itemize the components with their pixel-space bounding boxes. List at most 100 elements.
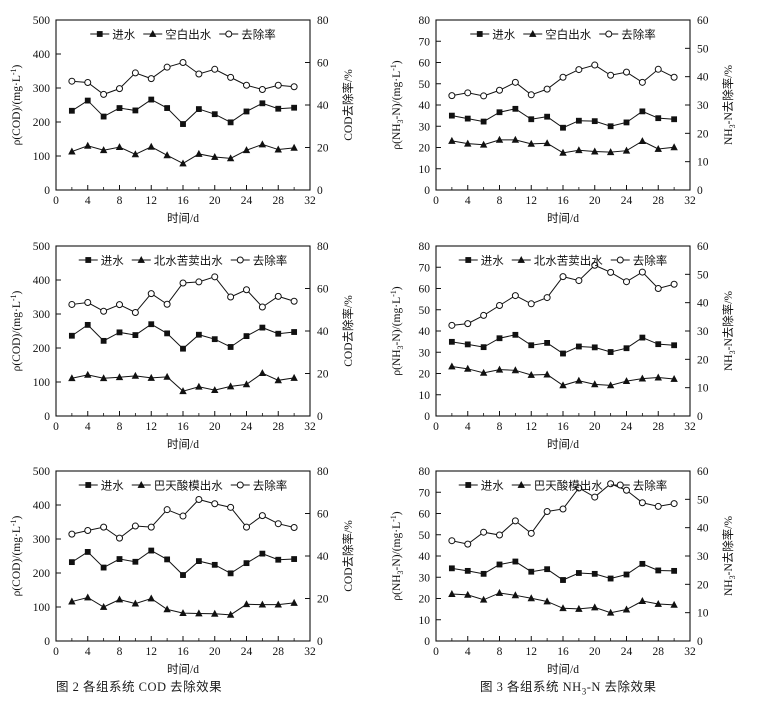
open-circle-marker-icon bbox=[638, 268, 646, 276]
legend-item-巴天酸模出水[interactable]: 巴天酸模出水 bbox=[511, 479, 603, 493]
triangle-marker-icon bbox=[274, 145, 282, 153]
open-circle-marker-icon bbox=[274, 520, 282, 528]
legend-item-去除率[interactable]: 去除率 bbox=[219, 28, 276, 42]
legend-item-进水[interactable]: 进水 bbox=[78, 480, 124, 493]
square-marker-icon bbox=[512, 331, 519, 338]
open-circle-marker-icon bbox=[448, 92, 456, 100]
open-circle-marker-icon bbox=[616, 481, 624, 489]
x-tick-label: 12 bbox=[146, 646, 158, 658]
y2-tick-label: 30 bbox=[697, 326, 709, 338]
y-axis-title: ρ(NH3-N)/(mg·L-1) bbox=[389, 286, 405, 375]
legend-item-去除率[interactable]: 去除率 bbox=[230, 479, 288, 493]
y-axis-title: ρ(NH3-N)/(mg·L-1) bbox=[389, 60, 405, 149]
square-marker-icon bbox=[496, 109, 503, 116]
legend-item-进水[interactable]: 进水 bbox=[470, 29, 516, 42]
square-marker-icon bbox=[180, 345, 186, 352]
open-circle-marker-icon bbox=[131, 309, 139, 317]
triangle-marker-icon bbox=[448, 136, 456, 144]
legend-item-空白出水[interactable]: 空白出水 bbox=[143, 28, 212, 42]
triangle-marker-icon bbox=[638, 374, 647, 382]
y2-tick-label: 50 bbox=[697, 269, 709, 281]
y-tick-label: 500 bbox=[33, 466, 51, 478]
y-tick-label: 40 bbox=[419, 326, 431, 338]
x-tick-label: 20 bbox=[589, 421, 601, 433]
y2-tick-label: 0 bbox=[697, 636, 703, 648]
legend-item-进水[interactable]: 进水 bbox=[458, 480, 504, 493]
svg-text:COD去除率/%: COD去除率/% bbox=[341, 295, 355, 367]
open-circle-marker-icon bbox=[543, 508, 551, 516]
square-marker-icon bbox=[655, 115, 662, 122]
x-tick-label: 12 bbox=[146, 421, 158, 433]
open-circle-marker-icon bbox=[496, 86, 503, 94]
caption-figure-3: 图 3 各组系统 NH3-N 去除效果 bbox=[480, 676, 657, 697]
square-marker-icon bbox=[623, 571, 630, 578]
y2-tick-label: 30 bbox=[697, 100, 709, 112]
triangle-marker-icon bbox=[654, 373, 662, 381]
figure-captions: 图 2 各组系统 COD 去除效果 图 3 各组系统 NH3-N 去除效果 bbox=[0, 676, 760, 706]
chart-svg-nh3-batian: 0 4 8 12 16 20 24 28 320102030405060708001020304… bbox=[389, 466, 737, 675]
square-marker-icon bbox=[465, 482, 472, 488]
legend-item-进水[interactable]: 进水 bbox=[90, 29, 136, 42]
open-circle-marker-icon bbox=[607, 268, 615, 276]
triangle-marker-icon bbox=[211, 386, 219, 394]
y-tick-label: 10 bbox=[419, 164, 431, 176]
chart-cod-beishui: 0 4 8 12 16 20 24 28 32 0 100 200 300 400 500 0 20 40 60 80… bbox=[0, 228, 380, 450]
legend-item-北水苦荬出水[interactable]: 北水苦荬出水 bbox=[131, 254, 223, 268]
triangle-marker-icon bbox=[543, 139, 551, 147]
plot-frame bbox=[435, 19, 691, 191]
legend-item-进水[interactable]: 进水 bbox=[458, 255, 504, 268]
y-tick-label: 0 bbox=[424, 636, 430, 648]
square-marker-icon bbox=[623, 345, 630, 352]
triangle-marker-icon bbox=[84, 141, 92, 149]
legend-item-去除率[interactable]: 去除率 bbox=[230, 254, 288, 268]
square-marker-icon bbox=[259, 550, 266, 557]
square-marker-icon bbox=[560, 350, 566, 357]
legend-item-去除率[interactable]: 去除率 bbox=[610, 254, 668, 268]
triangle-marker-icon bbox=[99, 602, 108, 610]
open-circle-marker-icon bbox=[654, 285, 662, 292]
square-marker-icon bbox=[132, 107, 139, 114]
x-tick-label: 16 bbox=[557, 195, 569, 207]
square-marker-icon bbox=[243, 108, 250, 115]
square-marker-icon bbox=[671, 567, 678, 574]
square-marker-icon bbox=[243, 560, 250, 567]
legend-label: 进水 bbox=[492, 29, 515, 42]
square-marker-icon bbox=[448, 565, 455, 572]
x-tick-label: 32 bbox=[684, 646, 696, 658]
square-marker-icon bbox=[132, 558, 139, 565]
legend-item-去除率[interactable]: 去除率 bbox=[599, 28, 656, 42]
legend-item-去除率[interactable]: 去除率 bbox=[610, 479, 668, 493]
legend-item-北水苦荬出水[interactable]: 北水苦荬出水 bbox=[511, 254, 603, 268]
square-marker-icon bbox=[227, 344, 234, 350]
open-circle-marker-icon bbox=[225, 30, 233, 38]
square-marker-icon bbox=[132, 332, 139, 338]
legend-item-空白出水[interactable]: 空白出水 bbox=[523, 28, 592, 42]
x-tick-label: 4 bbox=[465, 646, 471, 658]
triangle-marker-icon bbox=[479, 368, 488, 376]
y-tick-label: 60 bbox=[419, 284, 431, 296]
y2-tick-label: 40 bbox=[697, 72, 709, 84]
x-tick-label: 8 bbox=[117, 421, 123, 433]
square-marker-icon bbox=[560, 124, 566, 131]
open-circle-marker-icon bbox=[496, 302, 503, 309]
svg-text:COD去除率/%: COD去除率/% bbox=[341, 69, 355, 141]
y-tick-label: 20 bbox=[419, 143, 431, 155]
y-tick-label: 20 bbox=[419, 594, 431, 606]
legend-item-巴天酸模出水[interactable]: 巴天酸模出水 bbox=[131, 479, 223, 493]
legend-item-进水[interactable]: 进水 bbox=[78, 255, 124, 268]
square-marker-icon bbox=[68, 332, 75, 339]
open-circle-marker-icon bbox=[243, 523, 250, 531]
square-marker-icon bbox=[275, 330, 282, 337]
x-tick-label: 28 bbox=[653, 421, 665, 433]
x-tick-label: 8 bbox=[497, 421, 503, 433]
legend-label: 去除率 bbox=[633, 254, 668, 268]
triangle-marker-icon bbox=[242, 146, 251, 154]
triangle-marker-icon bbox=[654, 144, 662, 152]
x-tick-label: 28 bbox=[273, 195, 285, 207]
open-circle-marker-icon bbox=[195, 70, 203, 78]
y2-tick-label: 40 bbox=[317, 100, 329, 112]
open-circle-marker-icon bbox=[575, 66, 583, 74]
open-circle-marker-icon bbox=[258, 85, 266, 93]
triangle-marker-icon bbox=[99, 374, 108, 382]
triangle-marker-icon bbox=[527, 594, 535, 602]
